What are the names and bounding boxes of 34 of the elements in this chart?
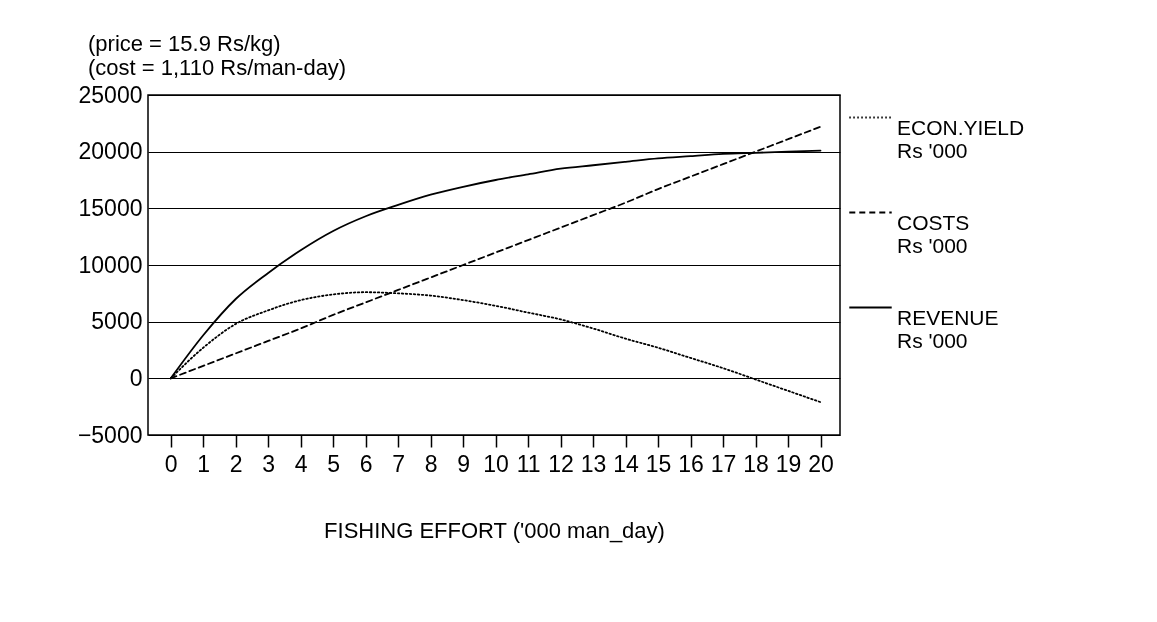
y-tick-label: 5000 [91,308,143,335]
y-tick-label: 10000 [78,251,143,278]
x-tick-label: 9 [457,450,471,477]
x-tick-label: 13 [580,450,607,477]
x-tick-label: 11 [516,450,541,477]
x-axis-title: FISHING EFFORT ('000 man_day) [324,517,665,543]
y-tick-label: 0 [129,364,143,391]
x-tick-label: 17 [710,450,737,477]
x-tick-label: 6 [359,450,373,477]
x-tick-label: 12 [548,450,574,477]
x-tick-label: 15 [645,450,672,477]
y-tick-label: 15000 [78,194,143,221]
legend-label: REVENUE Rs '000 [897,305,999,352]
chart-title: (price = 15.9 Rs/kg) [88,31,281,56]
legend-label: ECON.YIELD Rs '000 [897,115,1025,162]
y-tick-label: 25000 [78,81,143,108]
x-tick-label: 5 [327,450,341,477]
x-tick-label: 14 [613,450,640,477]
y-tick-label: −5000 [77,421,143,448]
x-tick-label: 2 [229,450,243,477]
x-tick-label: 3 [262,450,276,477]
x-tick-label: 8 [424,450,438,477]
x-tick-label: 1 [197,450,211,477]
x-tick-label: 0 [164,450,178,477]
y-tick-label: 20000 [78,138,143,165]
x-tick-label: 7 [392,450,406,477]
x-tick-label: 10 [483,450,509,477]
x-tick-label: 19 [775,450,802,477]
chart-subtitle: (cost = 1,110 Rs/man-day) [88,55,347,80]
x-tick-label: 20 [808,450,834,477]
x-tick-label: 16 [678,450,704,477]
legend-label: COSTS Rs '000 [897,210,970,257]
x-tick-label: 18 [743,450,769,477]
x-tick-label: 4 [294,450,308,477]
